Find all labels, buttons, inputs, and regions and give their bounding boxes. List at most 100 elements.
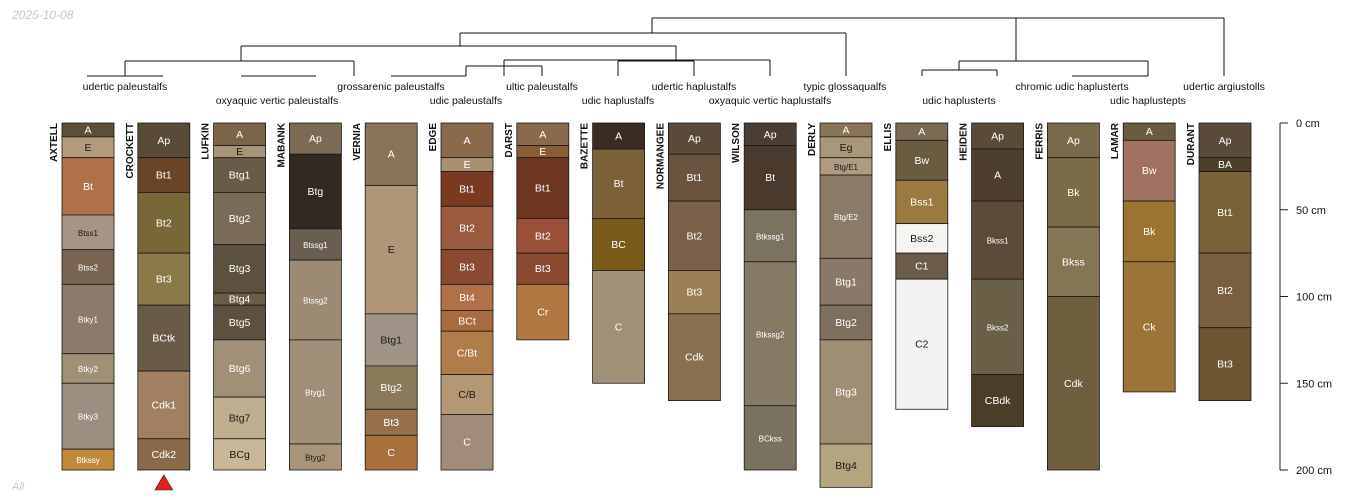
horizon-ellis-bw xyxy=(895,139,949,181)
profile-name-edge: EDGE xyxy=(428,123,439,152)
horizon-label-durant-bt2: Bt2 xyxy=(1217,285,1233,297)
profile-name-ellis: ELLIS xyxy=(883,123,894,152)
horizon-edge-a xyxy=(440,122,494,159)
horizon-label-lufkin-bcg: BCg xyxy=(229,449,250,461)
horizon-label-bazette-bc: BC xyxy=(611,239,626,251)
horizon-label-lamar-bw: Bw xyxy=(1142,165,1157,177)
profile-name-bazette: BAZETTE xyxy=(580,123,591,169)
horizon-label-crockett-bt2: Bt2 xyxy=(156,217,172,229)
horizon-axtell-btkssy xyxy=(61,448,115,471)
horizon-label-ellis-bw: Bw xyxy=(915,155,930,167)
horizon-normangee-ap xyxy=(668,122,721,155)
profile-bazette: A Bt BC C BAZETTE xyxy=(580,122,645,384)
profile-name-normangee: NORMANGEE xyxy=(655,123,666,189)
horizon-darst-cr xyxy=(516,283,570,341)
horizon-label-edge-bt4: Bt4 xyxy=(459,292,475,304)
horizon-label-wilson-bt: Bt xyxy=(765,172,775,184)
horizon-label-heiden-cbdk: CBdk xyxy=(985,395,1011,407)
horizon-wilson-btkssg2 xyxy=(743,261,797,407)
depth-tick-label: 150 cm xyxy=(1296,378,1332,390)
horizon-label-darst-cr: Cr xyxy=(537,307,549,319)
class-label-grossarenic-paleustalfs: grossarenic paleustalfs xyxy=(337,81,444,93)
horizon-normangee-bt1 xyxy=(668,153,721,202)
horizon-ellis-bss1 xyxy=(895,179,949,225)
horizon-vernia-btg1 xyxy=(364,313,418,367)
horizon-label-vernia-e: E xyxy=(388,244,395,256)
horizon-heiden-bkss2 xyxy=(971,278,1024,375)
profile-name-wilson: WILSON xyxy=(731,123,742,163)
horizon-mabank-btyg1 xyxy=(288,339,342,445)
profile-crockett: Ap Bt1 Bt2 Bt3 BCtk Cdk1 Cdk2 CROCKETT xyxy=(125,122,191,471)
horizon-label-mabank-btg: Btg xyxy=(308,186,324,198)
horizon-label-vernia-btg2: Btg2 xyxy=(380,382,402,394)
horizon-darst-bt1 xyxy=(516,157,570,219)
horizon-vernia-c xyxy=(364,434,418,471)
horizon-label-axtell-btss1: Btss1 xyxy=(78,229,99,238)
horizon-edge-c-bt xyxy=(440,330,494,375)
horizon-label-normangee-ap: Ap xyxy=(688,133,701,145)
horizon-mabank-btg xyxy=(288,153,342,230)
horizon-label-axtell-btss2: Btss2 xyxy=(78,264,99,273)
horizon-label-darst-bt3: Bt3 xyxy=(535,263,551,275)
horizon-label-vernia-bt3: Bt3 xyxy=(383,417,399,429)
horizon-label-wilson-btkssg2: Btkssg2 xyxy=(756,330,785,339)
profile-name-lufkin: LUFKIN xyxy=(201,123,212,160)
horizon-label-lufkin-btg4: Btg4 xyxy=(229,294,251,306)
horizon-normangee-bt2 xyxy=(668,200,721,271)
horizon-label-derly-btg2: Btg2 xyxy=(835,317,857,329)
dendrogram-tree xyxy=(87,17,1225,77)
horizon-label-heiden-bkss1: Bkss1 xyxy=(987,237,1009,246)
profile-name-axtell: AXTELL xyxy=(49,123,60,162)
profile-name-heiden: HEIDEN xyxy=(959,123,970,161)
horizon-axtell-btky2 xyxy=(61,353,115,384)
horizon-label-lamar-a: A xyxy=(1146,126,1153,138)
horizon-label-crockett-ap: Ap xyxy=(157,135,170,147)
horizon-lufkin-btg2 xyxy=(213,191,267,245)
horizon-label-bazette-a: A xyxy=(615,131,622,143)
horizon-label-edge-bt2: Bt2 xyxy=(459,222,475,234)
class-label-udic-paleustalfs: udic paleustalfs xyxy=(430,95,502,107)
horizon-label-derly-btg-e1: Btg/E1 xyxy=(834,163,859,172)
horizon-label-normangee-bt3: Bt3 xyxy=(687,287,703,299)
depth-tick-label: 200 cm xyxy=(1296,465,1332,477)
horizon-axtell-btss1 xyxy=(61,214,115,251)
horizon-label-durant-bt3: Bt3 xyxy=(1217,359,1233,371)
horizon-axtell-btky1 xyxy=(61,283,115,355)
horizon-axtell-btky3 xyxy=(61,382,115,450)
profile-name-lamar: LAMAR xyxy=(1110,122,1121,159)
horizon-label-axtell-btky3: Btky3 xyxy=(78,413,99,422)
horizon-label-crockett-bt1: Bt1 xyxy=(156,170,172,182)
horizon-ellis-c2 xyxy=(895,278,949,410)
horizon-label-mabank-btyg1: Btyg1 xyxy=(305,388,326,397)
horizon-label-crockett-bt3: Bt3 xyxy=(156,274,172,286)
dendrogram-labels: udertic paleustalfs oxyaquic vertic paleu… xyxy=(83,81,1265,107)
horizon-durant-bt1 xyxy=(1198,171,1252,254)
horizon-label-axtell-btky1: Btky1 xyxy=(78,316,99,325)
horizon-label-ellis-c2: C2 xyxy=(915,339,929,351)
horizon-ferris-bkss xyxy=(1047,226,1100,297)
horizon-label-derly-eg: Eg xyxy=(840,142,853,154)
horizon-label-darst-a: A xyxy=(539,129,546,141)
horizon-mabank-btssg1 xyxy=(288,228,342,261)
horizon-label-darst-bt1: Bt1 xyxy=(535,183,551,195)
date-label: 2025-10-08 xyxy=(12,8,74,22)
class-label-udertic-paleustalfs: udertic paleustalfs xyxy=(83,81,168,93)
profile-lamar: A Bw Bk Ck LAMAR xyxy=(1110,122,1176,393)
horizon-durant-ap xyxy=(1198,122,1252,159)
horizon-label-heiden-bkss2: Bkss2 xyxy=(987,323,1009,332)
horizon-lufkin-btg5 xyxy=(213,304,267,341)
horizon-label-edge-bt3: Bt3 xyxy=(459,262,475,274)
horizon-derly-btg-e2 xyxy=(819,174,873,259)
profile-name-derly: DERLY xyxy=(807,123,818,156)
horizon-label-normangee-bt2: Bt2 xyxy=(687,230,703,242)
class-label-udertic-argiustolls: udertic argiustolls xyxy=(1183,81,1265,93)
class-label-oxyaquic-vertic-paleustalfs: oxyaquic vertic paleustalfs xyxy=(216,95,339,107)
horizon-ferris-cdk xyxy=(1047,296,1100,471)
horizon-derly-btg4 xyxy=(819,443,873,488)
horizon-durant-bt2 xyxy=(1198,252,1252,329)
profile-axtell: AE Bt Btss1 Btss2 Btky1 Btky2 Btky3 Btkssy AXTEL… xyxy=(49,122,115,471)
horizon-label-wilson-bckss: BCkss xyxy=(759,434,782,443)
horizon-label-lufkin-btg3: Btg3 xyxy=(229,263,251,275)
horizon-ellis-c1 xyxy=(895,252,949,280)
